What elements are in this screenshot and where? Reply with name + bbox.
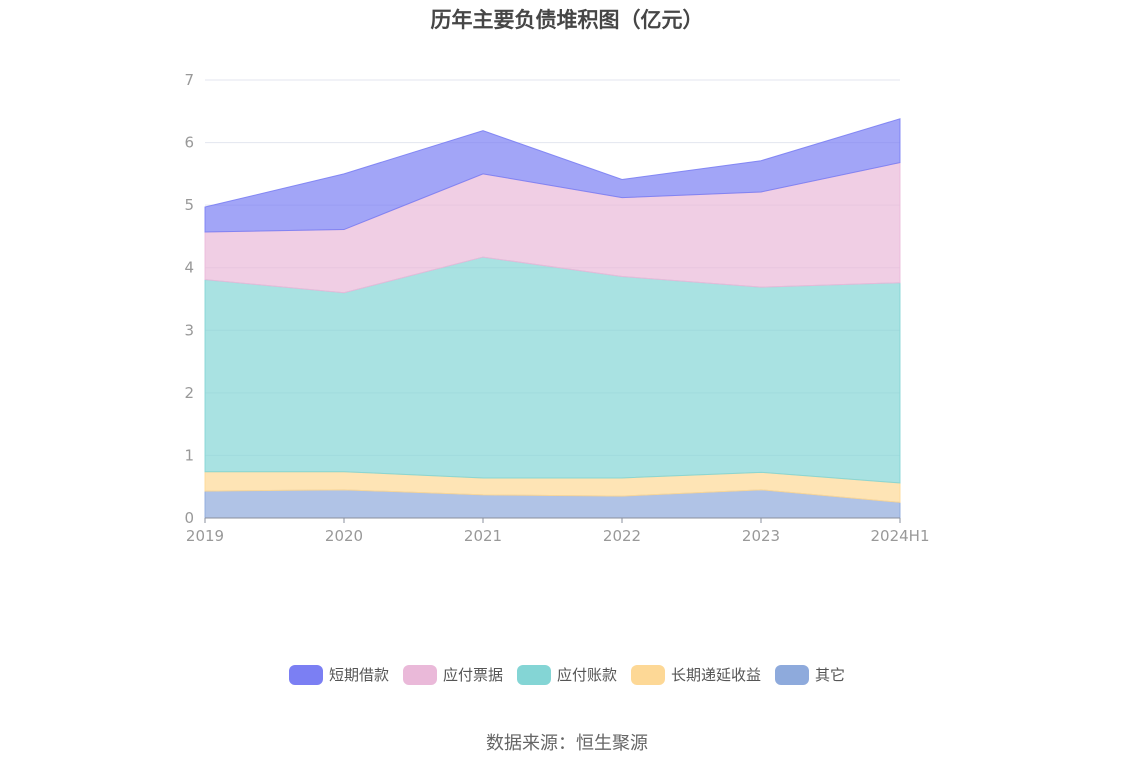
chart-legend: 短期借款 应付票据 应付账款 长期递延收益 其它: [0, 664, 1134, 685]
legend-swatch: [631, 664, 665, 685]
y-tick-label: 7: [184, 71, 194, 89]
legend-label: 长期递延收益: [671, 666, 762, 684]
legend-label: 应付账款: [556, 666, 617, 684]
legend-label: 短期借款: [328, 666, 389, 684]
y-tick-label: 3: [184, 321, 194, 339]
area-series-短期借款: [204, 118, 901, 233]
legend-swatch: [288, 664, 323, 685]
legend-item-其它[interactable]: 其它: [775, 664, 845, 685]
y-tick-label: 0: [184, 509, 194, 527]
legend-item-应付账款[interactable]: 应付账款: [516, 664, 617, 685]
y-tick-label: 2: [184, 384, 194, 402]
x-tick-label: 2023: [742, 527, 780, 545]
y-tick-label: 1: [184, 446, 194, 464]
legend-swatch: [402, 664, 437, 685]
y-tick-label: 4: [184, 259, 194, 277]
legend-swatch: [775, 664, 810, 685]
x-tick-label: 2024H1: [871, 527, 930, 545]
x-tick-label: 2021: [464, 527, 502, 545]
legend-item-应付票据[interactable]: 应付票据: [402, 664, 503, 685]
x-tick-label: 2020: [325, 527, 363, 545]
chart-title: 历年主要负债堆积图（亿元）: [430, 8, 704, 32]
x-tick-label: 2022: [603, 527, 641, 545]
legend-item-短期借款[interactable]: 短期借款: [288, 664, 389, 685]
legend-item-长期递延收益[interactable]: 长期递延收益: [631, 664, 761, 685]
x-tick-label: 2019: [186, 527, 224, 545]
legend-label: 其它: [815, 666, 846, 684]
area-series-应付账款: [204, 256, 901, 484]
legend-label: 应付票据: [442, 666, 503, 684]
y-tick-label: 6: [184, 134, 194, 152]
legend-swatch: [516, 664, 551, 685]
source-note: 数据来源：恒生聚源: [486, 733, 648, 754]
y-tick-label: 5: [184, 196, 194, 214]
